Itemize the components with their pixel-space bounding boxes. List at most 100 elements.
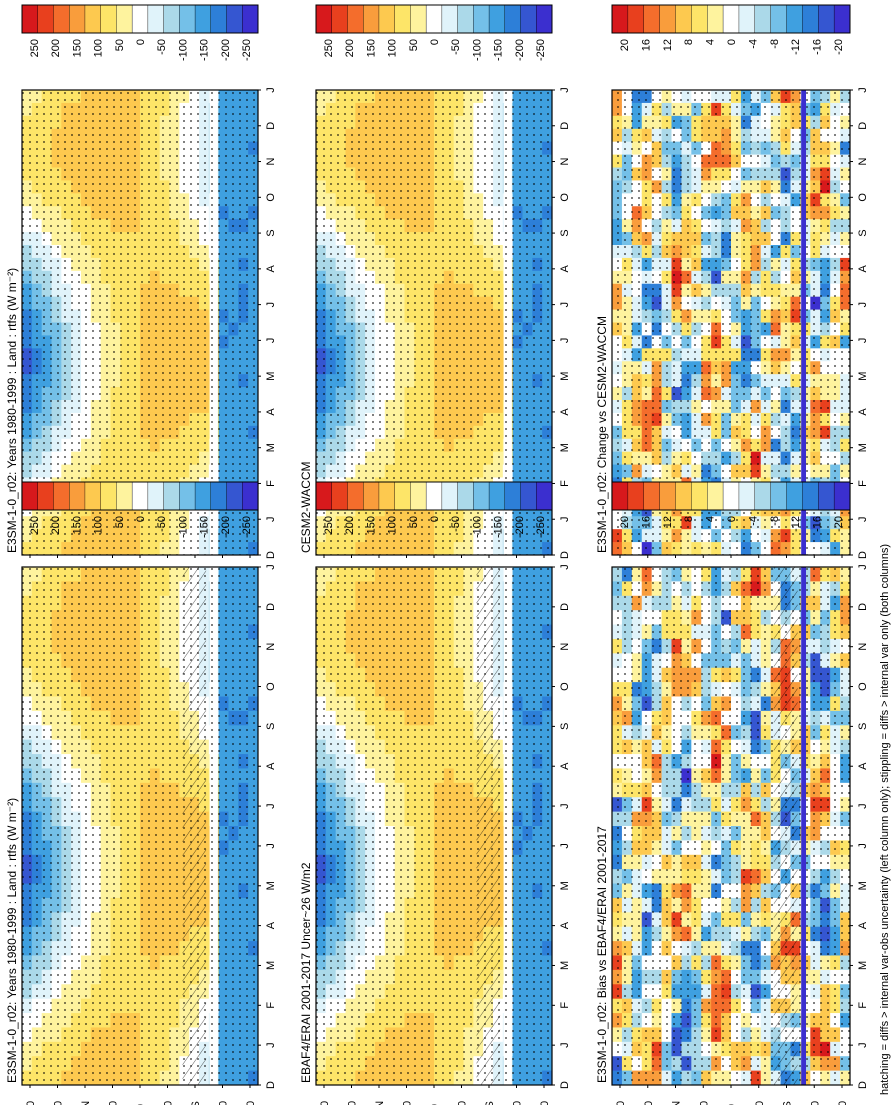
- colorbar-swatch: [410, 481, 427, 511]
- month-tick-label: J: [265, 87, 277, 93]
- colorbar-swatch: [194, 4, 212, 34]
- stippling-overlay: [316, 567, 552, 1085]
- month-tick-label: M: [857, 372, 869, 381]
- colorbar-tick-label: 0: [726, 39, 738, 45]
- month-tick-label: J: [265, 302, 277, 308]
- colorbar-swatch: [441, 4, 459, 34]
- colorbar-swatch: [163, 481, 180, 511]
- month-tick-label: J: [265, 516, 277, 522]
- colorbar-tick-label: -20: [833, 39, 845, 55]
- colorbar-swatch: [53, 4, 70, 34]
- panel-p3: 8060°N20020°S6080DJFMAMJJASONDJE3SM-1-0_…: [595, 481, 869, 1105]
- colorbar-swatch: [147, 4, 165, 34]
- month-tick-label: D: [857, 551, 869, 559]
- panel-p5: 8060°N20020°S6080DJFMAMJJASONDJCESM2-WAC…: [299, 4, 571, 583]
- colorbar-tick-label: 50: [408, 39, 420, 51]
- colorbar-swatch: [163, 4, 180, 34]
- month-tick-label: J: [857, 516, 869, 522]
- colorbar-swatch: [488, 4, 506, 34]
- colorbar-swatch: [504, 4, 522, 34]
- month-tick-label: F: [857, 480, 869, 487]
- colorbar-swatch: [378, 4, 396, 34]
- month-tick-label: M: [559, 443, 571, 452]
- colorbar-tick-label: -8: [769, 39, 781, 49]
- colorbar-tick-label: 250: [323, 39, 335, 57]
- lat-tick-label: 0: [135, 1104, 147, 1105]
- lat-tick-label: 60: [218, 1101, 230, 1105]
- colorbar-swatch: [378, 481, 396, 511]
- colorbar-tick-label: -100: [471, 39, 483, 61]
- colorbar-swatch: [331, 4, 348, 34]
- colorbar-tick-label: 8: [683, 39, 695, 45]
- colorbar-tick-label: 0: [135, 516, 147, 522]
- month-tick-label: N: [265, 643, 277, 651]
- month-tick-label: F: [265, 480, 277, 487]
- month-tick-label: J: [559, 87, 571, 93]
- colorbar-tick-label: 200: [50, 516, 62, 534]
- lat-tick-label: 60: [347, 1101, 359, 1105]
- month-tick-label: A: [559, 921, 571, 929]
- colorbar-tick-label: 250: [29, 39, 41, 57]
- colorbar-swatch: [441, 481, 459, 511]
- colorbar-swatch: [488, 481, 506, 511]
- colorbar-tick-label: 250: [323, 516, 335, 534]
- colorbar-tick-label: -16: [812, 39, 824, 55]
- lat-tick-label: 80: [245, 1101, 257, 1105]
- colorbar-swatch: [100, 4, 117, 34]
- colorbar-tick-label: -250: [241, 39, 253, 61]
- colorbar-tick-label: -200: [220, 516, 232, 538]
- colorbar-tick-label: 12: [662, 39, 674, 51]
- month-tick-label: M: [265, 372, 277, 381]
- colorbar-swatch: [410, 4, 427, 34]
- colorbar-swatch: [425, 481, 443, 511]
- colorbar-tick-label: -100: [177, 516, 189, 538]
- colorbar-swatch: [786, 4, 803, 34]
- colorbar-swatch: [210, 4, 228, 34]
- colorbar-tick-label: -150: [199, 39, 211, 61]
- panel-title: EBAF4/ERAI 2001-2017 Uncer~26 W/m2: [299, 862, 313, 1083]
- colorbar-swatch: [226, 481, 243, 511]
- month-tick-label: A: [857, 265, 869, 273]
- month-tick-label: J: [559, 516, 571, 522]
- colorbar-tick-label: 100: [93, 39, 105, 57]
- colorbar-tick-label: -100: [177, 39, 189, 61]
- colorbar-swatch: [520, 481, 537, 511]
- lat-tick-label: 20: [163, 1101, 175, 1105]
- lat-tick-label: 80: [319, 1101, 331, 1105]
- lat-tick-label: 60: [53, 1101, 65, 1105]
- colorbar-swatch: [315, 4, 333, 34]
- colorbar-swatch: [37, 4, 54, 34]
- colorbar-swatch: [627, 4, 645, 34]
- colorbar-swatch: [116, 481, 133, 511]
- colorbar-frame: [315, 4, 553, 34]
- hatching-overlay: [182, 567, 207, 1085]
- month-tick-label: D: [265, 603, 277, 611]
- colorbar-swatch: [53, 481, 70, 511]
- month-tick-label: A: [265, 408, 277, 416]
- month-tick-label: O: [559, 193, 571, 202]
- colorbar-tick-label: -250: [535, 39, 547, 61]
- colorbar-tick-label: 200: [50, 39, 62, 57]
- month-tick-label: J: [265, 803, 277, 809]
- month-tick-label: J: [265, 564, 277, 570]
- colorbar-tick-label: -50: [450, 39, 462, 55]
- colorbar-frame: [21, 4, 259, 34]
- colorbar-frame: [21, 481, 259, 511]
- colorbar-swatch: [21, 4, 39, 34]
- month-tick-label: F: [559, 1002, 571, 1009]
- lat-tick-label: 80: [25, 1101, 37, 1105]
- colorbar-swatch: [675, 4, 692, 34]
- panel-p2: 8060°N20020°S6080DJFMAMJJASONDJEBAF4/ERA…: [299, 481, 571, 1105]
- colorbar: 20 16 12 8 4 0 -4 -8 -12 -16 -20: [611, 4, 851, 55]
- colorbar-swatch: [473, 481, 490, 511]
- colorbar: 250 200 150 100 50 0 -50 -100 -150 -200 -250: [315, 481, 553, 538]
- panel-title: E3SM-1-0_r02: Years 1980-1999 : Land : r…: [5, 268, 19, 553]
- colorbar-swatch: [536, 481, 553, 511]
- colorbar-swatch: [68, 481, 86, 511]
- colorbar-swatch: [457, 4, 474, 34]
- colorbar-swatch: [536, 4, 553, 34]
- month-tick-label: M: [265, 961, 277, 970]
- colorbar-tick-label: 250: [29, 516, 41, 534]
- colorbar-tick-label: 200: [344, 39, 356, 57]
